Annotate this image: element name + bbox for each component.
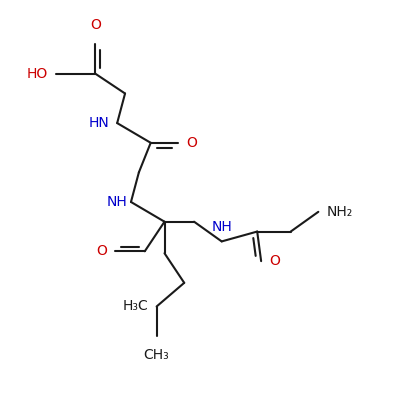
Text: NH₂: NH₂ <box>326 205 352 219</box>
Text: O: O <box>90 18 101 32</box>
Text: H₃C: H₃C <box>123 300 149 314</box>
Text: O: O <box>269 254 280 268</box>
Text: CH₃: CH₃ <box>144 348 170 362</box>
Text: HO: HO <box>27 67 48 81</box>
Text: O: O <box>96 244 107 258</box>
Text: NH: NH <box>211 220 232 234</box>
Text: NH: NH <box>106 195 127 209</box>
Text: HN: HN <box>88 116 109 130</box>
Text: O: O <box>186 136 197 150</box>
